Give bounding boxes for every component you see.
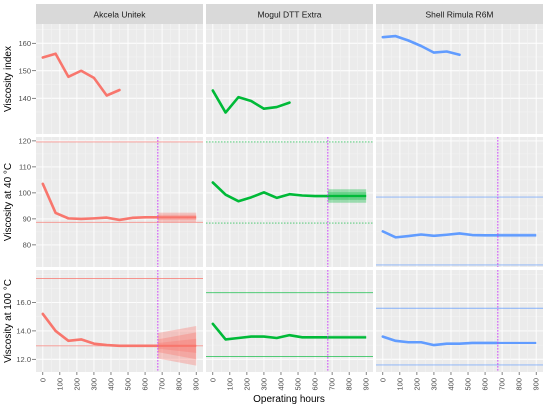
x-tick-label: 700 bbox=[498, 378, 507, 391]
x-tick-label: 600 bbox=[481, 378, 490, 391]
panel-0-1 bbox=[206, 24, 373, 134]
panel-2-0 bbox=[36, 270, 203, 372]
x-tick-label: 600 bbox=[311, 378, 320, 391]
facet-strip-2 bbox=[376, 4, 543, 24]
y-axis-title-row-2: Viscosity at 100 °C bbox=[3, 279, 14, 363]
x-tick-label: 500 bbox=[464, 378, 473, 391]
y-tick-label: 110 bbox=[19, 163, 31, 172]
panel-0-2 bbox=[376, 24, 543, 134]
y-axis-title-row-1: Viscosity at 40 °C bbox=[3, 163, 14, 241]
x-tick-label: 400 bbox=[276, 378, 285, 391]
y-axis-title-row-0: Viscosity index bbox=[3, 46, 14, 112]
series-line bbox=[211, 89, 291, 114]
x-tick-label: 900 bbox=[532, 378, 541, 391]
facet-title-2: Shell Rimula R6M bbox=[425, 10, 493, 20]
series-line bbox=[211, 181, 330, 203]
x-tick-label: 300 bbox=[89, 378, 98, 391]
x-tick-label: 900 bbox=[362, 378, 371, 391]
series-line bbox=[381, 230, 500, 239]
x-tick-label: 900 bbox=[192, 378, 201, 391]
series-line bbox=[41, 182, 160, 222]
x-tick-label: 300 bbox=[429, 378, 438, 391]
y-tick-label: 12.0 bbox=[16, 355, 31, 364]
y-tick-label: 100 bbox=[18, 189, 31, 198]
series-line bbox=[41, 312, 160, 348]
y-tick-label: 120 bbox=[18, 137, 31, 146]
facet-strip-1 bbox=[206, 4, 373, 24]
x-tick-label: 800 bbox=[175, 378, 184, 391]
panel-0-0 bbox=[36, 24, 203, 134]
x-tick-label: 700 bbox=[328, 378, 337, 391]
panel-1-1 bbox=[206, 137, 373, 267]
x-tick-label: 400 bbox=[106, 378, 115, 391]
x-tick-label: 0 bbox=[208, 378, 217, 382]
x-tick-label: 500 bbox=[124, 378, 133, 391]
panel-1-2 bbox=[376, 137, 543, 267]
y-tick-label: 16.0 bbox=[16, 298, 31, 307]
series-line bbox=[211, 322, 330, 341]
x-tick-label: 200 bbox=[412, 378, 421, 391]
panel-1-0 bbox=[36, 137, 203, 267]
y-tick-label: 90 bbox=[23, 215, 31, 224]
x-tick-label: 800 bbox=[515, 378, 524, 391]
series-line bbox=[381, 335, 500, 347]
x-tick-label: 400 bbox=[446, 378, 455, 391]
x-tick-label: 0 bbox=[38, 378, 47, 382]
y-tick-label: 80 bbox=[23, 241, 31, 250]
facet-strip-0 bbox=[36, 4, 203, 24]
series-line bbox=[381, 34, 461, 57]
x-tick-label: 100 bbox=[55, 378, 64, 391]
x-tick-label: 100 bbox=[395, 378, 404, 391]
x-tick-label: 800 bbox=[345, 378, 354, 391]
y-tick-label: 160 bbox=[18, 39, 31, 48]
facet-title-1: Mogul DTT Extra bbox=[257, 10, 321, 20]
x-tick-label: 300 bbox=[259, 378, 268, 391]
y-tick-label: 14.0 bbox=[16, 327, 31, 336]
y-tick-label: 140 bbox=[18, 94, 31, 103]
x-tick-label: 200 bbox=[72, 378, 81, 391]
panel-2-1 bbox=[206, 270, 373, 372]
facet-title-0: Akcela Unitek bbox=[94, 10, 147, 20]
x-tick-label: 700 bbox=[158, 378, 167, 391]
x-tick-label: 0 bbox=[378, 378, 387, 382]
x-tick-label: 500 bbox=[294, 378, 303, 391]
panel-2-2 bbox=[376, 270, 543, 372]
x-axis-title: Operating hours bbox=[253, 394, 325, 405]
x-tick-label: 600 bbox=[141, 378, 150, 391]
y-tick-label: 150 bbox=[18, 66, 31, 75]
series-line bbox=[41, 52, 121, 97]
x-tick-label: 200 bbox=[242, 378, 251, 391]
x-tick-label: 100 bbox=[225, 378, 234, 391]
